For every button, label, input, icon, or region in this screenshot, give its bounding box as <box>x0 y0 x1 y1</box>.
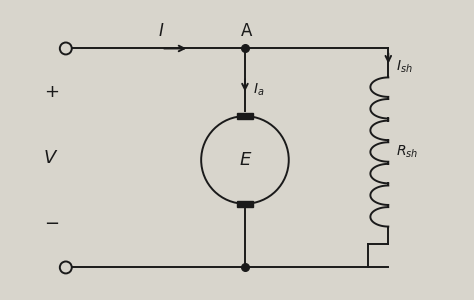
Bar <box>237 201 253 207</box>
Circle shape <box>60 262 72 273</box>
Bar <box>237 113 253 119</box>
Text: $I_a$: $I_a$ <box>253 82 264 98</box>
Circle shape <box>201 116 289 204</box>
Circle shape <box>60 43 72 54</box>
Text: $I_{sh}$: $I_{sh}$ <box>396 58 413 75</box>
Text: −: − <box>44 215 59 233</box>
Text: A: A <box>241 22 253 40</box>
Text: +: + <box>45 83 59 101</box>
Text: E: E <box>239 151 251 169</box>
Text: $R_{sh}$: $R_{sh}$ <box>396 144 419 160</box>
Text: V: V <box>44 149 56 167</box>
Text: I: I <box>159 22 164 40</box>
